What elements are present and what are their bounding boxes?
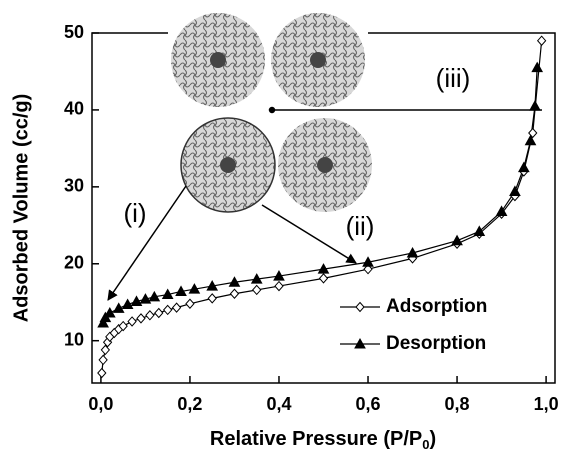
- data-point: [121, 298, 134, 310]
- x-tick-label: 0,0: [88, 394, 113, 414]
- data-point: [103, 306, 116, 318]
- x-tick-label: 0,2: [177, 394, 202, 414]
- y-tick-label: 30: [64, 176, 84, 196]
- x-axis-label-part: ): [429, 428, 436, 450]
- data-point: [188, 283, 201, 294]
- data-point: [127, 316, 137, 327]
- data-point: [318, 273, 329, 284]
- data-point: [97, 367, 107, 379]
- data-point: [229, 288, 240, 300]
- y-tick-label: 40: [64, 99, 84, 119]
- data-point: [154, 307, 164, 319]
- data-point: [406, 246, 419, 258]
- data-point: [163, 304, 173, 316]
- data-point: [524, 134, 537, 146]
- legend-label: Desorption: [386, 333, 486, 354]
- data-point: [317, 263, 330, 274]
- data-point: [473, 225, 486, 236]
- data-point: [206, 280, 219, 291]
- x-tick-label: 0,4: [266, 394, 291, 414]
- x-tick-label: 1,0: [534, 394, 559, 414]
- data-point: [536, 35, 547, 46]
- data-point: [136, 313, 146, 324]
- data-point: [175, 285, 187, 296]
- annotation: (iii): [436, 63, 471, 93]
- data-point: [531, 61, 544, 73]
- data-point: [100, 344, 111, 356]
- annotation: (i): [123, 198, 146, 228]
- data-point: [509, 185, 521, 196]
- legend-item: Adsorption: [340, 296, 487, 317]
- data-point: [112, 302, 125, 313]
- y-axis-label: Adsorbed Volume (cc/g): [10, 94, 32, 323]
- dendrimer-images: [168, 12, 372, 218]
- annotation-arrows: [107, 106, 542, 301]
- data-point: [97, 316, 109, 328]
- data-point: [252, 284, 262, 296]
- legend-marker: [354, 337, 366, 349]
- data-point: [185, 298, 195, 310]
- data-point: [98, 354, 108, 366]
- data-point: [529, 100, 541, 111]
- data-point: [363, 263, 373, 275]
- data-point: [228, 276, 241, 287]
- data-point: [528, 127, 538, 139]
- data-point: [517, 161, 530, 173]
- data-point: [451, 234, 463, 246]
- x-axis-label: Relative Pressure (P/P0): [210, 428, 436, 452]
- data-point: [145, 310, 155, 321]
- x-axis-label-sub: 0: [422, 437, 429, 452]
- legend-item: Desorption: [340, 333, 486, 354]
- data-point: [495, 205, 508, 216]
- data-point: [130, 295, 143, 306]
- data-point: [118, 320, 128, 332]
- data-point: [274, 280, 284, 292]
- data-point: [139, 293, 152, 304]
- annotation: (ii): [346, 211, 375, 241]
- data-point: [207, 293, 217, 304]
- x-tick-label: 0,6: [356, 394, 381, 414]
- x-tick-label: 0,8: [445, 394, 470, 414]
- data-point: [250, 273, 263, 284]
- y-tick-label: 10: [64, 329, 84, 349]
- data-point: [148, 290, 161, 302]
- y-tick-label: 20: [64, 253, 84, 273]
- data-point: [273, 270, 285, 281]
- data-point: [362, 256, 374, 267]
- x-axis-label-part: Relative Pressure (P/P: [210, 428, 422, 450]
- y-tick-label: 50: [64, 22, 84, 42]
- data-point: [171, 302, 182, 313]
- legend-marker: [355, 301, 365, 313]
- legend-label: Adsorption: [386, 296, 487, 317]
- data-point: [161, 288, 174, 300]
